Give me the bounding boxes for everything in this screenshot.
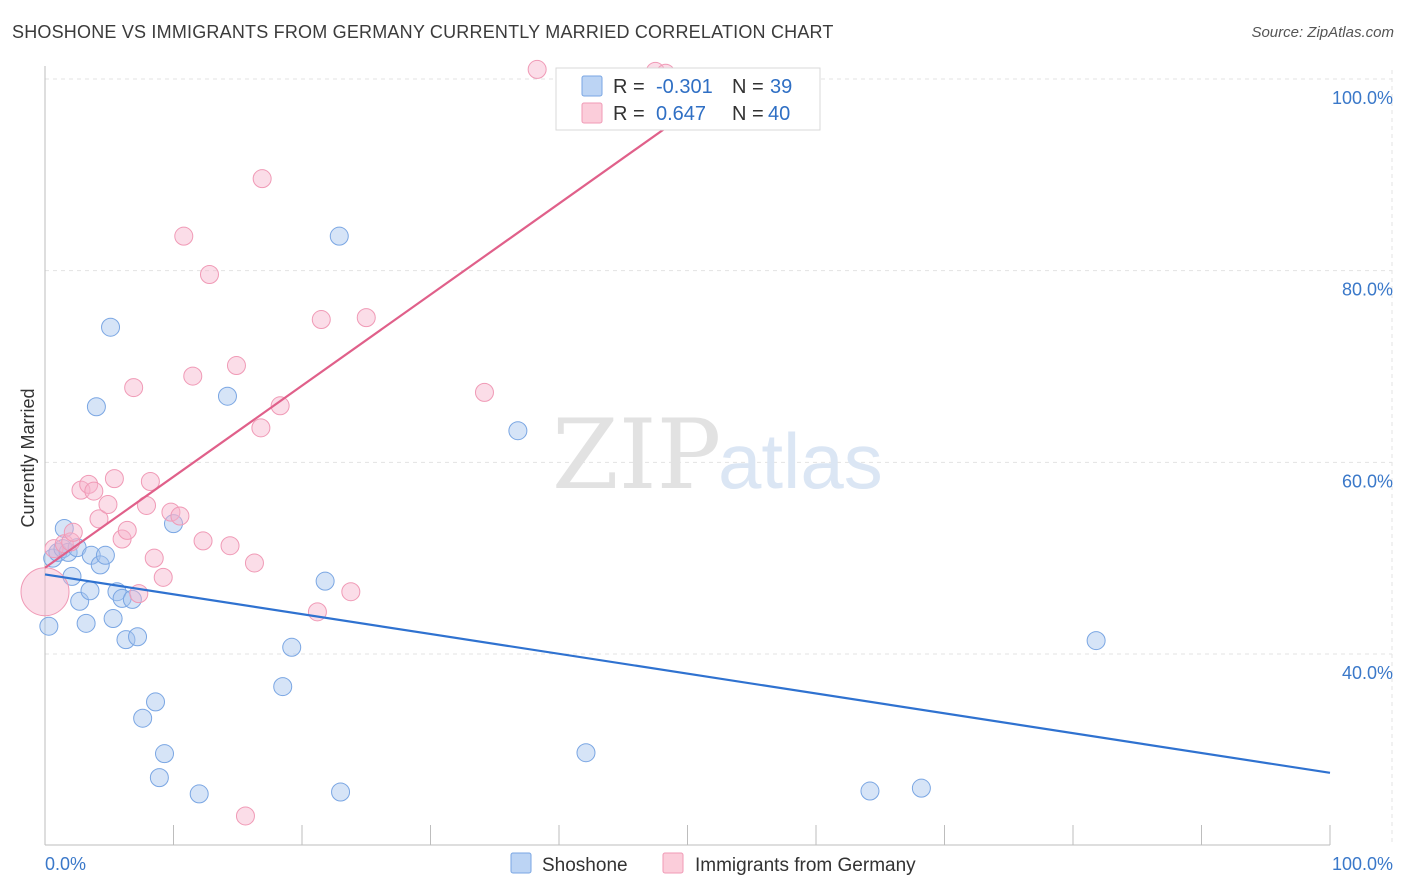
germany-point-12 [117,520,137,540]
legend-n-label-shoshone: N = [732,76,764,98]
germany-point-30 [252,169,272,189]
watermark-atlas: atlas [718,417,883,505]
y-tick-label-3: 100.0% [1332,88,1393,108]
legend-n-label-germany: N = [732,103,764,125]
shoshone-point-33 [331,782,351,802]
germany-point-10 [104,469,124,489]
shoshone-point-26 [164,514,183,534]
series-label-shoshone: Shoshone [542,855,628,876]
shoshone-point-29 [273,677,293,697]
legend-n-value-germany: 40 [768,103,790,125]
grid-lines [45,70,1393,845]
series-swatch-shoshone [510,852,532,874]
legend-r-label-germany: R = [613,103,645,125]
legend-r-value-germany: 0.647 [656,103,706,125]
shoshone-point-15 [101,317,121,337]
legend-r-label-shoshone: R = [613,76,645,98]
shoshone-point-23 [146,692,166,712]
germany-point-35 [356,308,376,328]
shoshone-point-22 [133,708,153,728]
germany-point-17 [144,548,164,568]
shoshone-point-9 [76,613,96,633]
series-label-germany: Immigrants from Germany [695,855,916,876]
shoshone-point-27 [189,784,209,804]
germany-point-25 [220,536,240,556]
x-tick-labels: 0.0% 100.0% [45,854,1393,874]
shoshone-point-37 [911,778,931,798]
shoshone-point-25 [155,744,175,764]
germany-point-33 [311,310,331,330]
shoshone-point-10 [80,581,100,601]
y-tick-labels: 40.0% 60.0% 80.0% 100.0% [1332,88,1393,683]
germany-point-23 [193,531,213,551]
germany-point-24 [199,265,219,284]
shoshone-point-12 [86,397,106,417]
germany-point-34 [341,582,361,602]
shoshone-point-0 [39,616,59,636]
germany-point-8 [89,509,109,529]
shoshone-point-30 [282,637,302,657]
watermark: ZIP atlas [552,399,883,511]
shoshone-point-38 [1086,631,1106,651]
legend-n-value-shoshone: 39 [770,76,792,98]
shoshone-point-13 [90,555,110,575]
germany-point-36 [474,382,494,402]
x-tick-label-1: 100.0% [1332,854,1393,874]
chart-title: SHOSHONE VS IMMIGRANTS FROM GERMANY CURR… [12,22,834,42]
axes [44,66,1331,846]
germany-point-6 [79,474,99,494]
legend-swatch-shoshone [581,75,603,97]
shoshone-point-19 [116,630,136,650]
series-legend: Shoshone Immigrants from Germany [510,852,916,876]
germany-point-21 [174,226,194,246]
x-tick-label-0: 0.0% [45,854,86,874]
germany-point-20 [170,506,190,526]
germany-point-18 [153,567,173,587]
shoshone-point-14 [95,545,115,565]
source-label: Source: ZipAtlas.com [1251,24,1394,41]
shoshone-trend-line [44,573,1331,774]
y-tick-label-1: 60.0% [1342,471,1393,491]
germany-point-28 [244,553,264,573]
series-swatch-germany [662,852,684,874]
watermark-zip: ZIP [552,399,721,511]
shoshone-point-34 [508,421,528,441]
shoshone-point-32 [329,226,349,246]
shoshone-point-16 [103,609,123,629]
germany-point-37 [527,59,547,79]
y-tick-label-0: 40.0% [1342,663,1393,683]
trend-lines [44,111,1331,774]
shoshone-point-31 [315,571,335,591]
germany-point-9 [98,495,118,514]
shoshone-point-24 [149,768,169,788]
shoshone-point-21 [128,627,148,647]
germany-point-27 [235,806,255,826]
legend-swatch-germany [581,102,603,124]
germany-point-22 [183,366,203,386]
shoshone-point-36 [860,781,880,801]
germany-point-26 [226,356,246,376]
germany-trend-line [44,111,689,569]
shoshone-point-28 [217,386,237,406]
germany-point-13 [124,378,144,398]
germany-point-4 [63,522,83,542]
correlation-legend: R = -0.301 N = 39 R = 0.647 N = 40 [555,67,821,131]
germany-point-7 [84,481,104,501]
y-tick-label-2: 80.0% [1342,280,1393,300]
legend-r-value-shoshone: -0.301 [656,76,713,98]
shoshone-point-8 [70,591,90,611]
germany-point-16 [140,472,160,491]
y-axis-label: Currently Married [18,388,38,527]
germany-point-1 [44,539,64,559]
germany-point-29 [251,418,271,438]
germany-point-31 [270,396,290,416]
shoshone-point-35 [576,743,596,763]
